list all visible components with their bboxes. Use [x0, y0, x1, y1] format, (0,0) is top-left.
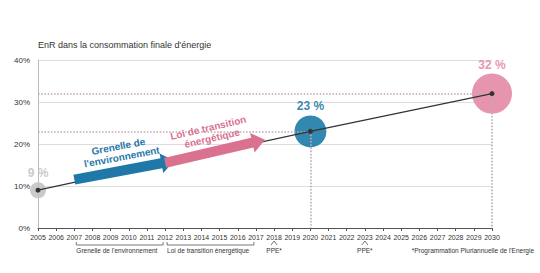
- svg-text:40%: 40%: [14, 56, 30, 65]
- svg-text:2025: 2025: [393, 234, 409, 241]
- svg-text:l'environnement: l'environnement: [83, 144, 161, 169]
- svg-text:2024: 2024: [375, 234, 391, 241]
- svg-text:Grenelle de: Grenelle de: [90, 135, 149, 157]
- svg-text:énergétique: énergétique: [183, 126, 241, 150]
- svg-text:PPE*: PPE*: [357, 247, 373, 254]
- svg-text:2014: 2014: [194, 234, 210, 241]
- svg-text:2017: 2017: [248, 234, 264, 241]
- svg-text:10%: 10%: [14, 182, 30, 191]
- svg-text:2008: 2008: [85, 234, 101, 241]
- svg-text:32 %: 32 %: [478, 58, 506, 72]
- svg-text:2028: 2028: [448, 234, 464, 241]
- svg-text:2009: 2009: [103, 234, 119, 241]
- svg-text:*Programmation Pluriannuelle d: *Programmation Pluriannuelle de l'Energi…: [412, 247, 535, 255]
- svg-text:2021: 2021: [321, 234, 337, 241]
- svg-text:2026: 2026: [412, 234, 428, 241]
- svg-text:2011: 2011: [139, 234, 154, 241]
- svg-text:2012: 2012: [157, 234, 173, 241]
- svg-text:2010: 2010: [121, 234, 137, 241]
- svg-text:2030: 2030: [484, 234, 500, 241]
- svg-text:2015: 2015: [212, 234, 228, 241]
- svg-text:2020: 2020: [303, 234, 319, 241]
- svg-text:2007: 2007: [67, 234, 83, 241]
- svg-text:2006: 2006: [48, 234, 64, 241]
- svg-text:23 %: 23 %: [297, 99, 325, 113]
- svg-text:30%: 30%: [14, 98, 30, 107]
- svg-text:PPE*: PPE*: [266, 247, 282, 254]
- svg-text:Loi de transition énergétique: Loi de transition énergétique: [167, 247, 249, 255]
- svg-text:EnR dans la consommation final: EnR dans la consommation finale d'énergi…: [38, 40, 211, 50]
- svg-text:2029: 2029: [466, 234, 482, 241]
- svg-text:2023: 2023: [357, 234, 373, 241]
- svg-text:20%: 20%: [14, 140, 30, 149]
- svg-text:2013: 2013: [175, 234, 191, 241]
- svg-text:2019: 2019: [284, 234, 300, 241]
- svg-text:0%: 0%: [18, 224, 30, 233]
- svg-text:2027: 2027: [430, 234, 446, 241]
- svg-text:9 %: 9 %: [28, 166, 49, 180]
- svg-text:2016: 2016: [230, 234, 246, 241]
- svg-text:2005: 2005: [30, 234, 46, 241]
- svg-text:Grenelle de l'environnement: Grenelle de l'environnement: [76, 247, 157, 254]
- svg-text:Loi de transition: Loi de transition: [169, 113, 250, 142]
- svg-text:2022: 2022: [339, 234, 355, 241]
- svg-text:2018: 2018: [266, 234, 282, 241]
